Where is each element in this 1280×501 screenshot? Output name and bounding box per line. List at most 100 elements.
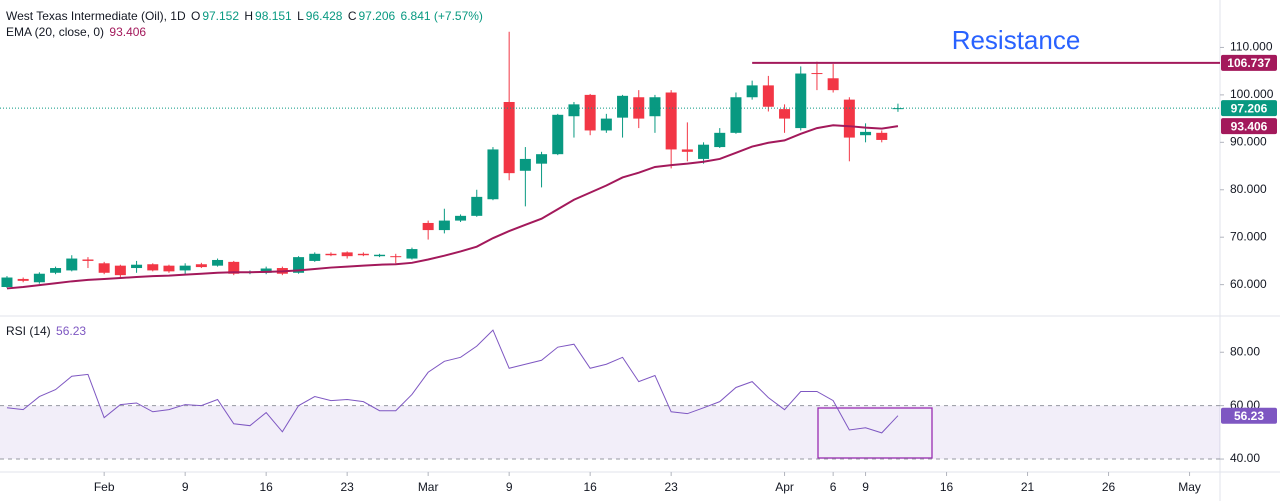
candle-body — [779, 109, 791, 119]
candle-body — [714, 132, 726, 148]
candle-body — [309, 253, 321, 261]
close-value: 97.206 — [358, 9, 396, 23]
rsi-label: RSI (14) — [6, 324, 51, 338]
x-tick-label: Apr — [775, 480, 794, 494]
candle-body — [860, 131, 872, 136]
candle-body — [82, 259, 94, 261]
candle-body — [131, 264, 143, 269]
candle-body — [876, 132, 888, 140]
candle-body — [260, 268, 272, 273]
x-tick-label: 23 — [340, 480, 354, 494]
candle-body — [811, 73, 823, 75]
y-tick-label: 110.000 — [1230, 40, 1273, 54]
rsi-badge-bg — [1221, 407, 1277, 424]
symbol: West Texas Intermediate (Oil), 1D — [6, 9, 186, 23]
candle-body — [795, 73, 807, 129]
y-tick-label: 80.000 — [1230, 182, 1267, 196]
candle-body — [406, 249, 418, 259]
legend-rsi: RSI (14) 56.23 — [6, 324, 88, 338]
y-tick-label: 60.000 — [1230, 277, 1267, 291]
candle-body — [827, 78, 839, 91]
x-tick-label: 9 — [182, 480, 189, 494]
x-tick-label: 21 — [1021, 480, 1035, 494]
legend-main: West Texas Intermediate (Oil), 1D O 97.15… — [6, 9, 485, 23]
candle-body — [487, 149, 499, 200]
ema-value: 93.406 — [109, 25, 147, 39]
rsi-line — [6, 329, 899, 434]
candle-body — [212, 259, 224, 266]
l-label: L — [297, 9, 304, 23]
candle-body — [617, 95, 629, 118]
y-tick-label: 90.000 — [1230, 134, 1267, 148]
candle-body — [114, 265, 126, 276]
ema-badge-bg — [1221, 118, 1277, 135]
candle-body — [1, 277, 13, 288]
annotation-box — [817, 407, 933, 459]
x-tick-label: 16 — [259, 480, 273, 494]
candle-body — [422, 222, 434, 231]
candle-body — [843, 99, 855, 138]
y-tick-label: 80.00 — [1230, 344, 1260, 358]
candle-body — [147, 264, 159, 271]
candle-body — [762, 85, 774, 107]
candle-body — [17, 278, 29, 281]
ema-line — [6, 124, 899, 290]
candle-body — [665, 92, 677, 150]
candle-body — [681, 149, 693, 152]
last-price-badge: 97.206 — [1231, 101, 1268, 115]
candle-body — [455, 215, 467, 221]
candle-body — [633, 97, 645, 119]
candle-body — [730, 97, 742, 133]
candle-body — [50, 268, 62, 273]
candle-body — [293, 257, 305, 273]
ema-label: EMA (20, close, 0) — [6, 25, 105, 39]
candle-body — [390, 256, 402, 258]
ema-badge: 93.406 — [1231, 119, 1268, 133]
candle-body — [66, 258, 78, 271]
candle-body — [325, 253, 337, 256]
candle-body — [98, 263, 110, 273]
candle-body — [228, 261, 240, 274]
x-tick-label: 23 — [664, 480, 678, 494]
resistance-badge: 106.737 — [1227, 56, 1271, 70]
rsi-value: 56.23 — [56, 324, 87, 338]
legend-ema: EMA (20, close, 0) 93.406 — [6, 25, 148, 39]
high-value: 98.151 — [255, 9, 292, 23]
candle-body — [33, 273, 45, 283]
low-value: 96.428 — [305, 9, 343, 23]
candle-body — [341, 252, 353, 257]
candle-body — [746, 85, 758, 98]
candle-body — [584, 94, 596, 131]
candle-body — [536, 154, 548, 164]
candle-body — [519, 158, 531, 171]
rsi-badge: 56.23 — [1234, 409, 1264, 423]
x-tick-label: 9 — [506, 480, 513, 494]
candle-body — [503, 101, 515, 174]
candle-body — [552, 114, 564, 155]
candle-body — [698, 144, 710, 159]
y-tick-label: 100.000 — [1230, 87, 1274, 101]
candle-body — [471, 196, 483, 216]
last-price-badge-bg — [1221, 100, 1277, 117]
candle-body — [568, 104, 580, 117]
x-tick-label: 6 — [830, 480, 837, 494]
y-tick-label: 70.000 — [1230, 229, 1267, 243]
candle-body — [357, 253, 369, 256]
candle-body — [163, 265, 175, 272]
candle-body — [179, 265, 191, 271]
x-tick-label: May — [1178, 480, 1201, 494]
candle-body — [600, 118, 612, 131]
y-tick-label: 40.00 — [1230, 451, 1260, 465]
candle-body — [195, 264, 207, 268]
x-tick-label: Mar — [418, 480, 439, 494]
rsi-band — [0, 405, 1220, 460]
x-tick-label: 16 — [940, 480, 954, 494]
c-label: C — [347, 9, 357, 23]
candle-body — [438, 220, 450, 231]
h-label: H — [244, 9, 254, 23]
resistance-label: Resistance — [952, 25, 1081, 55]
x-tick-label: 26 — [1102, 480, 1116, 494]
resistance-badge-bg — [1221, 54, 1277, 71]
